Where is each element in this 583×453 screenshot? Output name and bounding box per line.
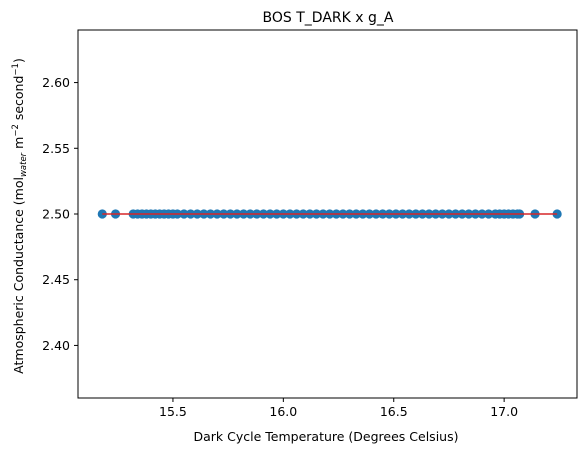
- y-axis-label-subscript: water: [19, 152, 29, 177]
- y-axis-label-suffix: ): [11, 58, 26, 63]
- y-axis-label-mid2: second: [11, 76, 26, 125]
- y-axis-label-superscript-2: −1: [11, 63, 21, 76]
- y-tick-label-0: 2.40: [42, 338, 70, 353]
- y-tick-label-2: 2.50: [42, 207, 70, 222]
- chart-title: BOS T_DARK x g_A: [263, 10, 394, 26]
- y-axis-label-superscript-1: −2: [11, 124, 21, 137]
- x-axis-label: Dark Cycle Temperature (Degrees Celsius): [194, 429, 459, 444]
- y-axis-label-prefix: Atmospheric Conductance (mol: [11, 177, 26, 374]
- y-axis-label-mid1: m: [11, 137, 26, 153]
- y-tick-label-3: 2.55: [42, 141, 70, 156]
- x-tick-label-1: 16.0: [269, 404, 297, 419]
- x-tick-label-2: 16.5: [380, 404, 408, 419]
- y-axis-ticks: 2.40 2.45 2.50 2.55 2.60: [42, 75, 78, 353]
- y-axis-label: Atmospheric Conductance (molwater m−2 se…: [11, 58, 29, 374]
- x-axis-ticks: 15.5 16.0 16.5 17.0: [159, 398, 518, 419]
- x-tick-label-0: 15.5: [159, 404, 187, 419]
- scatter-point-68: [552, 209, 562, 219]
- y-tick-label-1: 2.45: [42, 272, 70, 287]
- y-tick-label-4: 2.60: [42, 75, 70, 90]
- x-tick-label-3: 17.0: [490, 404, 518, 419]
